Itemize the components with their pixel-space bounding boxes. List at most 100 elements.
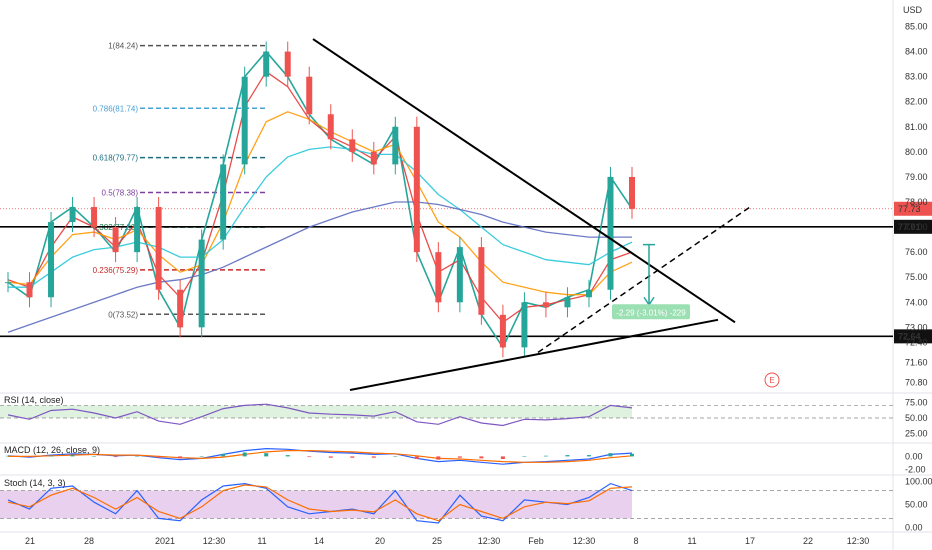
price-tick-label: 82.00 — [905, 97, 928, 107]
price-tick-label: 74.00 — [905, 297, 928, 307]
price-tick-label: 81.00 — [905, 122, 928, 132]
price-tick-label: 75.00 — [905, 272, 928, 282]
series-line — [7, 111, 633, 296]
macd-histogram-bar — [135, 456, 140, 457]
macd-histogram-bar — [393, 456, 398, 457]
series-line — [7, 50, 633, 350]
candle-body — [48, 222, 55, 298]
time-tick-label: 21 — [25, 536, 35, 546]
candle-body — [585, 289, 592, 298]
price-series — [5, 41, 635, 358]
rsi-line — [7, 403, 633, 427]
macd-histogram-bar — [221, 453, 226, 457]
macd-line — [8, 450, 633, 463]
candle-body — [155, 207, 162, 290]
macd-label: MACD (12, 26, close, 9) — [4, 445, 100, 455]
price-tick-label: 73.00 — [905, 322, 928, 332]
candle-body — [327, 114, 334, 140]
macd-histogram-bar — [586, 455, 591, 457]
price-tick-label: 83.00 — [905, 72, 928, 82]
dashed-channel-line — [537, 206, 751, 354]
price-tick-label: 70.80 — [905, 377, 928, 387]
candle-body — [5, 282, 11, 284]
macd-histogram-bar — [608, 453, 613, 457]
stoch-tick-label: 0.00 — [905, 523, 923, 533]
event-marker-label: E — [769, 376, 774, 385]
macd-histogram-bar — [70, 455, 75, 457]
level-badge-label: 72.64 — [898, 331, 921, 341]
candle-body — [521, 302, 528, 348]
level-badge-label: 77.01 — [898, 222, 921, 232]
candle-body — [220, 164, 227, 240]
time-tick-label: 11 — [257, 536, 266, 546]
measure-badge — [612, 304, 690, 320]
time-tick-label: 14 — [314, 536, 324, 546]
time-tick-label: 25 — [432, 536, 442, 546]
macd-histogram-bar — [49, 455, 54, 457]
horizontal-levels: 77.01 72.64 77.73 — [0, 201, 932, 344]
candle-body — [306, 76, 313, 115]
candle-body — [478, 247, 485, 315]
candle-body — [284, 51, 291, 77]
fib-level-label: 0.786(81.74) — [93, 104, 139, 113]
time-tick-label: Feb — [528, 536, 544, 546]
candle-body — [26, 282, 33, 298]
macd-histogram-bar — [436, 456, 441, 460]
last-price-label: 77.73 — [898, 204, 921, 214]
macd-histogram-bar — [350, 456, 355, 458]
macd-histogram-bar — [543, 455, 548, 457]
candle-body — [177, 289, 184, 328]
macd-histogram-bar — [285, 455, 290, 457]
price-axis: 85.00 84.00 83.00 82.00 81.00 80.00 79.00 78.00… — [905, 22, 928, 388]
candle-body — [349, 139, 356, 152]
price-tick-label: 79.00 — [905, 172, 928, 182]
candle-body — [241, 76, 248, 165]
rsi-tick-label: 25.00 — [905, 429, 928, 439]
price-tick-label: 76.00 — [905, 247, 928, 257]
candle-body — [112, 227, 119, 253]
candle-body — [542, 302, 549, 308]
rsi-panel: RSI (14, close) 75.00 50.00 25.00 — [0, 395, 928, 439]
macd-histogram-bar — [113, 456, 118, 458]
macd-histogram-bar — [522, 456, 527, 457]
macd-histogram-bar — [242, 452, 247, 457]
candle-body — [91, 207, 98, 228]
macd-histogram-bar — [500, 456, 505, 459]
time-tick-label: 22 — [803, 536, 813, 546]
rsi-label: RSI (14, close) — [4, 395, 64, 405]
last-price-badge — [894, 201, 932, 216]
candle-body — [263, 51, 270, 77]
series-line — [7, 201, 632, 333]
candle-body — [435, 252, 442, 303]
level-badge — [894, 219, 932, 234]
candle-body — [564, 297, 571, 308]
currency-label: USD — [903, 5, 923, 15]
candle-body — [134, 207, 141, 253]
fib-level-label: 0.5(78.38) — [102, 188, 139, 197]
macd-histogram-bar — [199, 456, 204, 457]
time-tick-label: 12:30 — [203, 536, 226, 546]
macd-histogram-bar — [6, 455, 10, 457]
macd-histogram-bar — [457, 456, 462, 458]
earnings-event-icon — [764, 372, 780, 388]
macd-tick-label: -2.00 — [905, 464, 926, 474]
series-line — [8, 146, 633, 288]
macd-histogram-bar — [630, 453, 634, 457]
time-tick-label: 17 — [745, 536, 755, 546]
rsi-band — [0, 405, 632, 418]
macd-histogram-bar — [307, 456, 312, 458]
stoch-band — [0, 490, 632, 519]
series-line — [7, 70, 633, 324]
fib-level-label: 0.618(79.77) — [93, 154, 139, 163]
macd-histogram-bar — [371, 456, 376, 458]
stoch-tick-label: 100.00 — [905, 476, 932, 486]
price-tick-label: 84.00 — [905, 47, 928, 57]
price-tick-label: 80.00 — [905, 147, 928, 157]
rsi-tick-label: 50.00 — [905, 413, 928, 423]
macd-panel: MACD (12, 26, close, 9) 0.00 -2.00 — [4, 445, 926, 474]
descending-trendline — [312, 38, 736, 324]
price-tick-label: 78.00 — [905, 197, 928, 207]
candle-body — [413, 126, 420, 253]
measure-label: -2.29 (-3.01%) -229 — [616, 308, 686, 317]
